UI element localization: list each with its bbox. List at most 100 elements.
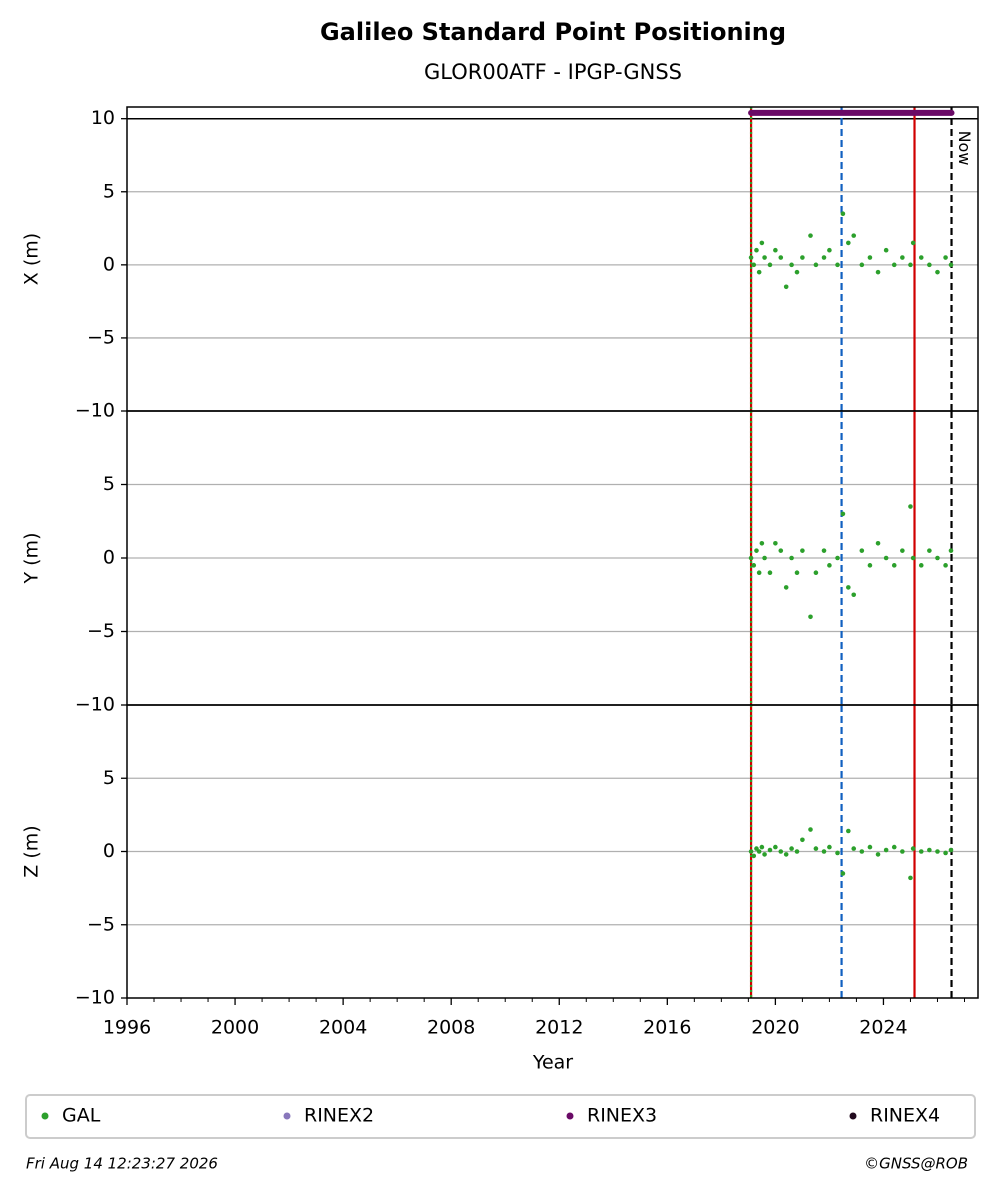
y-axis-label: X (m)	[21, 233, 43, 285]
x-tick-label: 2000	[211, 1017, 259, 1039]
point	[875, 541, 881, 546]
y-tick-label: −10	[75, 987, 115, 1009]
point	[794, 570, 800, 575]
point	[808, 614, 813, 620]
point	[751, 853, 757, 859]
point	[754, 548, 759, 553]
point	[794, 269, 800, 275]
point	[883, 847, 889, 853]
point	[754, 247, 759, 253]
point	[767, 847, 773, 853]
y-tick-label: 0	[103, 547, 115, 569]
point	[883, 247, 889, 253]
point	[800, 255, 805, 260]
point	[794, 849, 800, 854]
point	[800, 837, 805, 843]
point	[948, 548, 954, 553]
point	[759, 541, 765, 546]
point	[808, 233, 813, 238]
legend-marker	[41, 1112, 49, 1120]
point	[891, 563, 897, 568]
y-tick-label: 5	[103, 473, 115, 495]
point	[773, 844, 778, 850]
legend-label: RINEX2	[304, 1105, 374, 1127]
point	[918, 255, 924, 260]
point	[851, 846, 857, 851]
point	[867, 255, 873, 260]
point	[859, 849, 865, 854]
point	[851, 592, 857, 598]
point	[948, 262, 954, 268]
point	[918, 563, 924, 568]
x-axis-label: Year	[532, 1052, 573, 1074]
legend-label: GAL	[62, 1105, 101, 1127]
point	[948, 847, 954, 853]
point	[783, 852, 789, 857]
point	[748, 849, 754, 854]
point	[756, 269, 762, 275]
y-axis-label: Z (m)	[21, 825, 43, 877]
point	[827, 563, 832, 568]
point	[778, 255, 784, 260]
point	[748, 255, 754, 260]
point	[767, 262, 773, 268]
y-tick-label: −10	[75, 400, 115, 422]
point	[859, 262, 865, 268]
point	[910, 240, 916, 246]
point	[846, 240, 851, 246]
y-axis-label: Y (m)	[21, 533, 43, 585]
point	[891, 262, 897, 268]
legend-label: RINEX3	[587, 1105, 657, 1127]
point	[908, 875, 913, 881]
point	[840, 211, 846, 216]
point	[943, 255, 948, 260]
x-tick-label: 2008	[427, 1017, 475, 1039]
point	[851, 233, 857, 238]
point	[756, 849, 762, 854]
point	[773, 541, 778, 546]
point	[867, 844, 873, 850]
point	[910, 555, 916, 561]
point	[767, 570, 773, 575]
point	[918, 849, 924, 854]
chart-subtitle: GLOR00ATF - IPGP-GNSS	[424, 60, 682, 84]
point	[846, 585, 851, 590]
point	[943, 563, 948, 568]
point	[827, 247, 832, 253]
y-tick-label: 10	[91, 107, 115, 129]
point	[835, 555, 840, 561]
point	[813, 846, 819, 851]
point	[846, 828, 851, 834]
footer-credit: ©GNSS@ROB	[864, 1155, 968, 1173]
footer-date: Fri Aug 14 12:23:27 2026	[26, 1155, 218, 1173]
point	[900, 255, 905, 260]
point	[927, 262, 932, 268]
point	[821, 548, 827, 553]
point	[821, 255, 827, 260]
point	[900, 849, 905, 854]
x-tick-label: 2012	[535, 1017, 583, 1039]
point	[900, 548, 905, 553]
point	[773, 247, 778, 253]
point	[883, 555, 889, 561]
x-tick-label: 1996	[103, 1017, 151, 1039]
point	[759, 844, 765, 850]
point	[751, 262, 757, 268]
point	[835, 262, 840, 268]
point	[867, 563, 873, 568]
point	[943, 850, 948, 856]
point	[908, 504, 913, 509]
point	[778, 548, 784, 553]
point	[762, 255, 767, 260]
point	[827, 844, 832, 850]
point	[800, 548, 805, 553]
rinex-point	[948, 109, 955, 116]
legend-marker	[283, 1112, 291, 1120]
point	[875, 269, 881, 275]
point	[891, 844, 897, 850]
legend-box	[25, 1094, 976, 1139]
point	[756, 570, 762, 575]
point	[783, 284, 789, 290]
x-tick-label: 2016	[643, 1017, 691, 1039]
